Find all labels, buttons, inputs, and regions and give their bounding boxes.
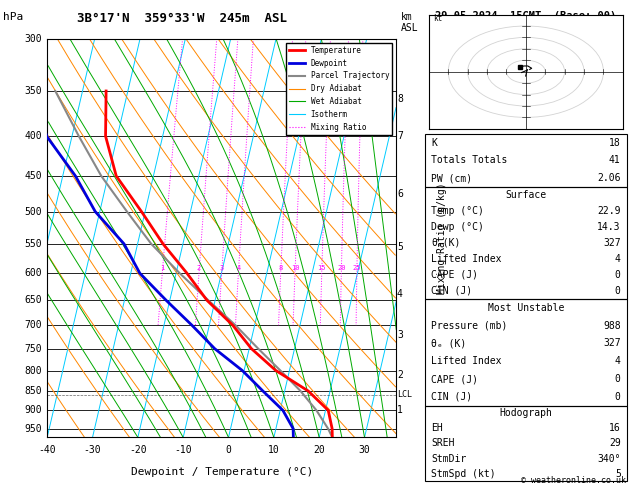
Text: CIN (J): CIN (J) <box>431 286 472 296</box>
Text: 0: 0 <box>615 374 621 384</box>
Text: 450: 450 <box>25 171 42 181</box>
Bar <box>425 187 627 299</box>
Text: -30: -30 <box>84 445 101 455</box>
Text: 327: 327 <box>603 238 621 248</box>
Text: 400: 400 <box>25 131 42 141</box>
Text: 29: 29 <box>609 438 621 449</box>
Text: 5: 5 <box>615 469 621 479</box>
Text: LCL: LCL <box>397 390 412 399</box>
Text: 22.9: 22.9 <box>598 206 621 216</box>
Text: 1: 1 <box>160 265 164 271</box>
Text: Totals Totals: Totals Totals <box>431 156 508 165</box>
Text: Most Unstable: Most Unstable <box>487 303 564 313</box>
Text: -40: -40 <box>38 445 56 455</box>
Text: Dewp (°C): Dewp (°C) <box>431 222 484 232</box>
Text: 600: 600 <box>25 268 42 278</box>
Text: -20: -20 <box>129 445 147 455</box>
Text: Surface: Surface <box>505 190 547 200</box>
Text: Lifted Index: Lifted Index <box>431 254 501 264</box>
Text: 10: 10 <box>268 445 280 455</box>
Text: hPa: hPa <box>3 12 23 22</box>
Text: 8: 8 <box>279 265 283 271</box>
Text: Lifted Index: Lifted Index <box>431 356 501 366</box>
Text: 8: 8 <box>397 94 403 104</box>
Text: 14.3: 14.3 <box>598 222 621 232</box>
Text: 29.05.2024  15GMT  (Base: 00): 29.05.2024 15GMT (Base: 00) <box>435 11 616 21</box>
Text: 5: 5 <box>397 242 403 252</box>
Text: 350: 350 <box>25 86 42 96</box>
Text: 25: 25 <box>353 265 361 271</box>
Text: Temp (°C): Temp (°C) <box>431 206 484 216</box>
Text: km: km <box>401 12 413 22</box>
Text: 4: 4 <box>615 356 621 366</box>
Text: 800: 800 <box>25 365 42 376</box>
Text: 550: 550 <box>25 239 42 249</box>
Text: 3: 3 <box>397 330 403 340</box>
Text: 2: 2 <box>197 265 201 271</box>
Text: 500: 500 <box>25 207 42 217</box>
Text: θₑ(K): θₑ(K) <box>431 238 460 248</box>
Text: 7: 7 <box>397 131 403 141</box>
Text: CAPE (J): CAPE (J) <box>431 374 478 384</box>
Text: 0: 0 <box>615 270 621 280</box>
Text: 16: 16 <box>609 423 621 434</box>
Text: 2: 2 <box>397 370 403 380</box>
Text: EH: EH <box>431 423 443 434</box>
Text: 327: 327 <box>603 338 621 348</box>
Text: 3: 3 <box>220 265 224 271</box>
Legend: Temperature, Dewpoint, Parcel Trajectory, Dry Adiabat, Wet Adiabat, Isotherm, Mi: Temperature, Dewpoint, Parcel Trajectory… <box>286 43 392 135</box>
Text: CIN (J): CIN (J) <box>431 392 472 402</box>
Text: 6: 6 <box>397 189 403 199</box>
Text: 30: 30 <box>359 445 370 455</box>
Text: 10: 10 <box>291 265 299 271</box>
Text: 18: 18 <box>609 138 621 148</box>
Text: 900: 900 <box>25 405 42 416</box>
Text: 950: 950 <box>25 424 42 434</box>
Text: 4: 4 <box>397 289 403 299</box>
Text: Dewpoint / Temperature (°C): Dewpoint / Temperature (°C) <box>131 468 313 477</box>
Text: 300: 300 <box>25 34 42 44</box>
Text: CAPE (J): CAPE (J) <box>431 270 478 280</box>
Text: 4: 4 <box>237 265 240 271</box>
Text: Hodograph: Hodograph <box>499 408 552 418</box>
Bar <box>425 134 627 187</box>
Text: 0: 0 <box>226 445 231 455</box>
Text: 2.06: 2.06 <box>598 173 621 183</box>
Text: 1: 1 <box>397 405 403 416</box>
Bar <box>425 299 627 406</box>
Text: 3B°17'N  359°33'W  245m  ASL: 3B°17'N 359°33'W 245m ASL <box>77 12 287 25</box>
Text: Mixing Ratio (g/kg): Mixing Ratio (g/kg) <box>437 182 447 294</box>
Text: StmSpd (kt): StmSpd (kt) <box>431 469 496 479</box>
Text: ASL: ASL <box>401 23 419 34</box>
Text: 15: 15 <box>318 265 326 271</box>
Text: 750: 750 <box>25 344 42 354</box>
Text: θₑ (K): θₑ (K) <box>431 338 466 348</box>
Text: -10: -10 <box>174 445 192 455</box>
Bar <box>425 406 627 481</box>
Text: 20: 20 <box>337 265 345 271</box>
Text: Pressure (mb): Pressure (mb) <box>431 321 508 330</box>
Text: 340°: 340° <box>598 453 621 464</box>
Text: SREH: SREH <box>431 438 454 449</box>
Text: 41: 41 <box>609 156 621 165</box>
Text: 20: 20 <box>313 445 325 455</box>
Text: 0: 0 <box>615 286 621 296</box>
Text: 4: 4 <box>615 254 621 264</box>
Text: PW (cm): PW (cm) <box>431 173 472 183</box>
Text: © weatheronline.co.uk: © weatheronline.co.uk <box>521 476 626 485</box>
Text: 700: 700 <box>25 320 42 330</box>
Text: 650: 650 <box>25 295 42 305</box>
Text: 988: 988 <box>603 321 621 330</box>
Text: K: K <box>431 138 437 148</box>
Text: 0: 0 <box>615 392 621 402</box>
Text: 850: 850 <box>25 386 42 396</box>
Text: StmDir: StmDir <box>431 453 466 464</box>
